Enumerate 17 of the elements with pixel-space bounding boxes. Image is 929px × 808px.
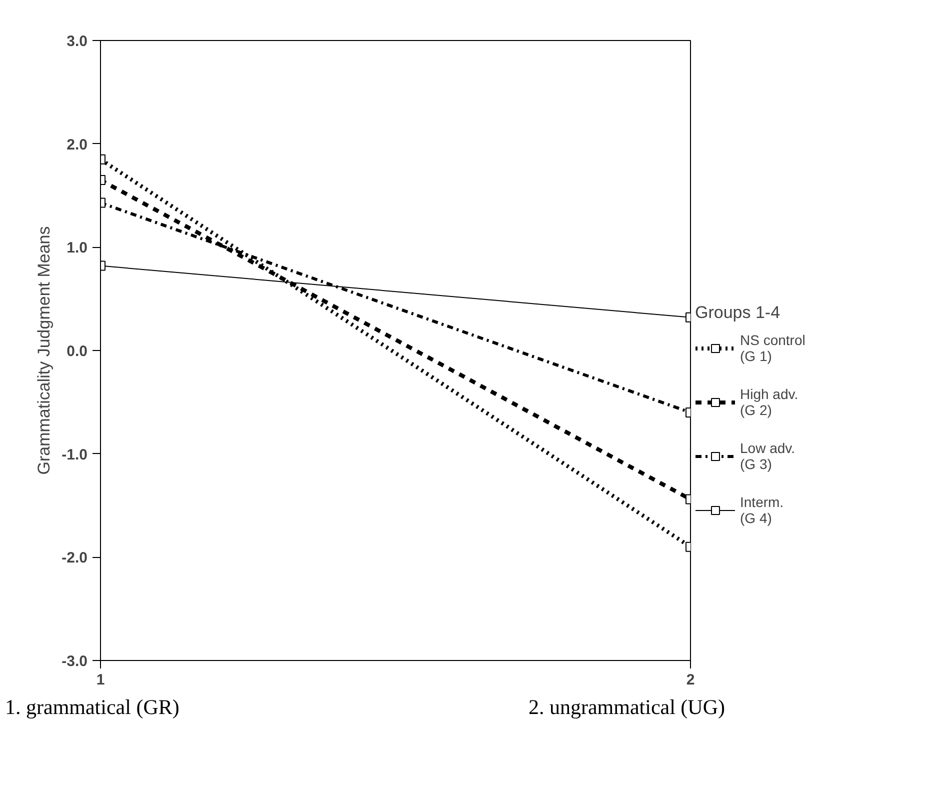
- legend-title: Groups 1-4: [695, 303, 782, 323]
- legend-label: Interm. (G 4): [740, 493, 784, 528]
- y-tick-label: -2.0: [62, 550, 88, 567]
- text: 1. grammatical (GR): [5, 694, 180, 721]
- legend-label: Low adv. (G 3): [740, 439, 795, 474]
- y-tick-label: 3.0: [66, 33, 88, 50]
- legend-label: NS control (G 1): [740, 331, 806, 366]
- y-tick-label: -1.0: [62, 446, 88, 464]
- x-tick-label: 2: [686, 672, 695, 688]
- y-tick-label: 2.0: [66, 136, 88, 154]
- y-tick-label: 1.0: [66, 240, 88, 257]
- y-axis-title: Grammaticality Judgment Means: [34, 226, 54, 475]
- y-tick-label: -3.0: [62, 653, 88, 670]
- y-tick-label: 0.0: [66, 343, 88, 360]
- legend-label: High adv. (G 2): [740, 385, 798, 420]
- x-tick-label: 1: [96, 672, 105, 688]
- text: 2. ungrammatical (UG): [528, 694, 725, 721]
